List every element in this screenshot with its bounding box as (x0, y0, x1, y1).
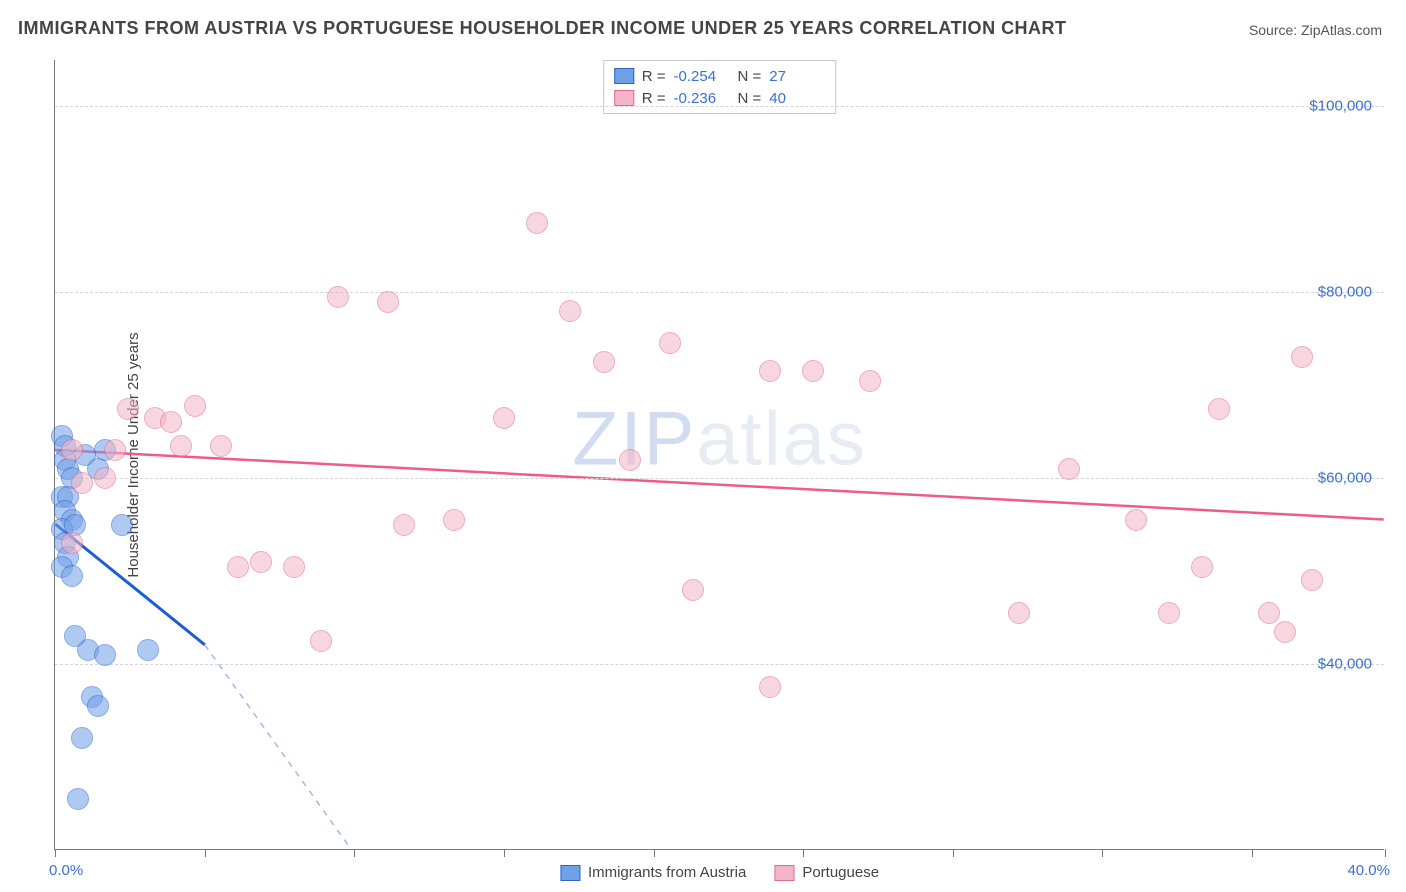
scatter-plot: Householder Income Under 25 years ZIPatl… (54, 60, 1384, 850)
legend-swatch (614, 90, 634, 106)
y-tick-label: $60,000 (1318, 470, 1372, 487)
austria-point (67, 788, 89, 810)
portuguese-point (393, 514, 415, 536)
portuguese-point (1125, 509, 1147, 531)
y-tick-label: $80,000 (1318, 284, 1372, 301)
x-tick (803, 849, 804, 857)
portuguese-point (682, 579, 704, 601)
portuguese-point (759, 360, 781, 382)
portuguese-point (184, 395, 206, 417)
portuguese-point (61, 532, 83, 554)
gridline (55, 106, 1384, 107)
portuguese-point (1258, 602, 1280, 624)
portuguese-point (659, 332, 681, 354)
legend-item-portuguese: Portuguese (774, 864, 879, 881)
x-tick (1102, 849, 1103, 857)
portuguese-point (1058, 458, 1080, 480)
portuguese-point (526, 212, 548, 234)
gridline (55, 478, 1384, 479)
gridline (55, 664, 1384, 665)
legend-row-austria: R = -0.254 N = 27 (614, 65, 826, 87)
trend-lines-layer (55, 60, 1384, 849)
n-label: N = (738, 90, 762, 107)
portuguese-point (1208, 398, 1230, 420)
portuguese-point (1191, 556, 1213, 578)
watermark: ZIPatlas (572, 395, 867, 482)
portuguese-point (283, 556, 305, 578)
x-axis-min: 0.0% (49, 862, 83, 879)
x-tick (953, 849, 954, 857)
austria-point (61, 565, 83, 587)
austria-point (94, 644, 116, 666)
gridline (55, 292, 1384, 293)
portuguese-point (619, 449, 641, 471)
portuguese-point (593, 351, 615, 373)
portuguese-point (117, 398, 139, 420)
portuguese-point (170, 435, 192, 457)
portuguese-point (94, 467, 116, 489)
portuguese-point (1274, 621, 1296, 643)
r-value: -0.254 (674, 68, 730, 85)
portuguese-point (559, 300, 581, 322)
x-tick (55, 849, 56, 857)
legend-swatch (614, 68, 634, 84)
portuguese-point (802, 360, 824, 382)
portuguese-point (327, 286, 349, 308)
portuguese-point (759, 676, 781, 698)
austria-point (111, 514, 133, 536)
portuguese-point (310, 630, 332, 652)
portuguese-point (160, 411, 182, 433)
austria-point (87, 695, 109, 717)
portuguese-point (443, 509, 465, 531)
source-label: Source: (1249, 22, 1297, 38)
austria-point (64, 625, 86, 647)
portuguese-point (104, 439, 126, 461)
n-label: N = (738, 68, 762, 85)
portuguese-trendline (55, 450, 1383, 520)
austria-point (137, 639, 159, 661)
x-axis-max: 40.0% (1347, 862, 1390, 879)
portuguese-point (71, 472, 93, 494)
source-value: ZipAtlas.com (1301, 22, 1382, 38)
portuguese-point (1158, 602, 1180, 624)
legend-label: Portuguese (802, 864, 879, 881)
x-tick (1252, 849, 1253, 857)
portuguese-point (1291, 346, 1313, 368)
y-axis-label: Householder Income Under 25 years (125, 332, 142, 577)
portuguese-point (210, 435, 232, 457)
series-legend: Immigrants from Austria Portuguese (560, 864, 879, 881)
legend-label: Immigrants from Austria (588, 864, 746, 881)
n-value: 40 (769, 90, 825, 107)
y-tick-label: $100,000 (1309, 98, 1372, 115)
x-tick (354, 849, 355, 857)
portuguese-point (1008, 602, 1030, 624)
portuguese-point (61, 439, 83, 461)
r-value: -0.236 (674, 90, 730, 107)
x-tick (205, 849, 206, 857)
n-value: 27 (769, 68, 825, 85)
portuguese-point (377, 291, 399, 313)
portuguese-point (493, 407, 515, 429)
portuguese-point (1301, 569, 1323, 591)
y-tick-label: $40,000 (1318, 656, 1372, 673)
x-tick (654, 849, 655, 857)
x-tick (504, 849, 505, 857)
r-label: R = (642, 90, 666, 107)
source-credit: Source: ZipAtlas.com (1249, 22, 1382, 38)
portuguese-point (859, 370, 881, 392)
austria-point (71, 727, 93, 749)
chart-title: IMMIGRANTS FROM AUSTRIA VS PORTUGUESE HO… (18, 18, 1067, 39)
portuguese-point (227, 556, 249, 578)
portuguese-point (250, 551, 272, 573)
r-label: R = (642, 68, 666, 85)
legend-swatch (774, 865, 794, 881)
legend-swatch (560, 865, 580, 881)
x-tick (1385, 849, 1386, 857)
legend-item-austria: Immigrants from Austria (560, 864, 746, 881)
austria-trendline-extrapolated (205, 645, 404, 849)
